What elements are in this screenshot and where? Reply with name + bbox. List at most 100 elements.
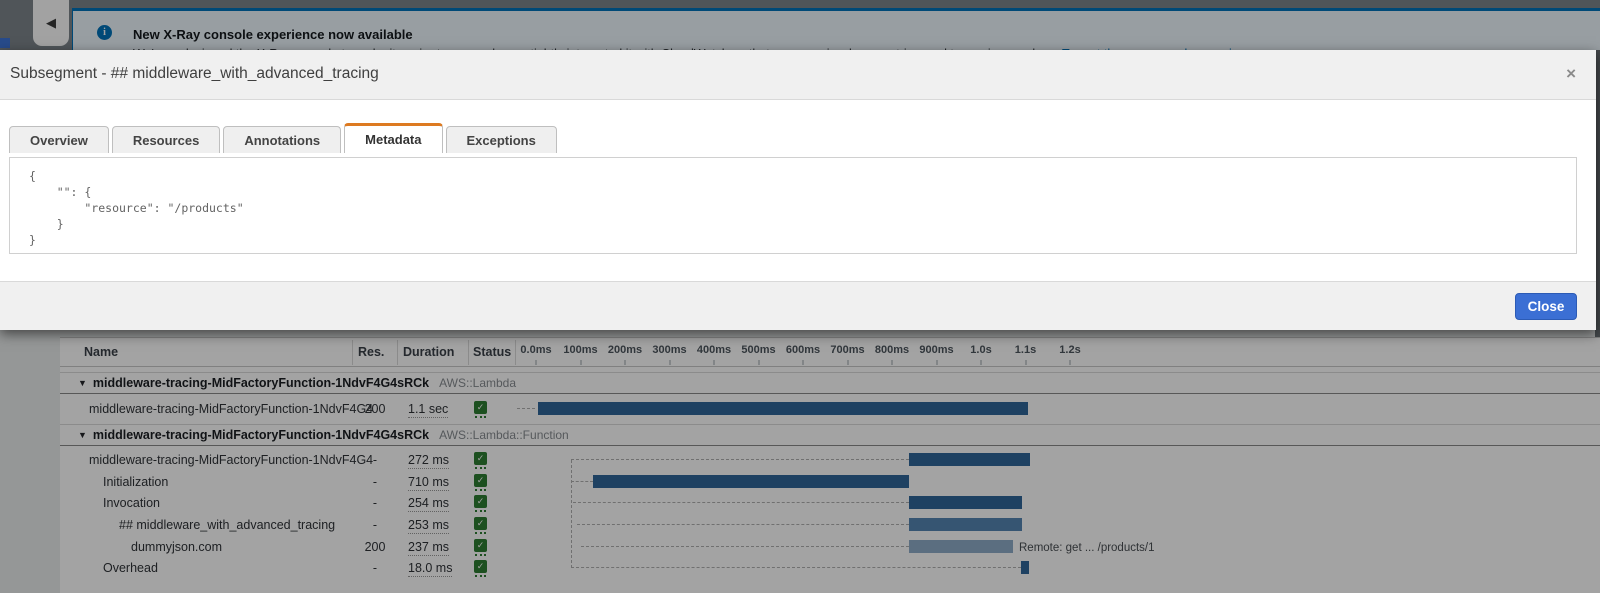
tab-metadata[interactable]: Metadata xyxy=(344,123,443,153)
timeline-lead-dashes xyxy=(517,408,535,409)
banner-title: New X-Ray console experience now availab… xyxy=(133,27,413,42)
row-name: ## middleware_with_advanced_tracing xyxy=(119,518,336,532)
row-res: 200 xyxy=(364,402,386,416)
segment-group-lambda[interactable]: ▼ middleware-tracing-MidFactoryFunction-… xyxy=(60,372,1600,394)
trace-timeline-table: Name Res. Duration Status 0.0ms 100ms 200m… xyxy=(60,337,1600,593)
timeline-bar[interactable] xyxy=(909,518,1022,531)
modal-title: Subsegment - ## middleware_with_advanced… xyxy=(10,65,379,82)
group-service-type: AWS::Lambda::Function xyxy=(439,428,569,442)
row-duration[interactable]: 272 ms xyxy=(408,453,449,469)
column-divider xyxy=(397,340,398,365)
row-duration[interactable]: 18.0 ms xyxy=(408,561,453,577)
chevron-down-icon[interactable]: ▼ xyxy=(78,430,87,440)
status-ok-icon[interactable]: ✓ xyxy=(474,517,487,534)
timeline-tick-mark xyxy=(891,360,893,365)
timeline-tick-label: 800ms xyxy=(874,344,910,356)
trace-row-initialization[interactable]: Initialization - 710 ms ✓ xyxy=(60,471,1600,493)
col-header-status: Status xyxy=(473,345,512,359)
row-res: - xyxy=(372,518,378,532)
new-console-banner: i New X-Ray console experience now avail… xyxy=(72,8,1600,50)
row-res: - xyxy=(372,475,378,489)
row-res: - xyxy=(372,453,378,467)
row-res: - xyxy=(372,496,378,510)
status-ok-icon[interactable]: ✓ xyxy=(474,452,487,469)
timeline-tick-mark xyxy=(669,360,670,365)
row-duration[interactable]: 253 ms xyxy=(408,518,449,534)
status-ok-icon[interactable]: ✓ xyxy=(474,474,487,491)
trace-row-overhead[interactable]: Overhead - 18.0 ms ✓ xyxy=(60,557,1600,579)
trace-row-function-segment[interactable]: middleware-tracing-MidFactoryFunction-1N… xyxy=(60,449,1600,471)
timeline-tick-mark xyxy=(758,360,759,365)
timeline-tick-mark xyxy=(847,360,848,365)
row-name: Invocation xyxy=(103,496,160,510)
timeline-tick-mark xyxy=(535,360,537,365)
page-right-edge xyxy=(1595,50,1600,337)
column-divider xyxy=(468,340,469,365)
metadata-json-view: { "": { "resource": "/products" } } xyxy=(9,157,1577,254)
sidebar-collapse-button[interactable]: ◀ xyxy=(33,0,69,46)
segment-group-lambda-function[interactable]: ▼ middleware-tracing-MidFactoryFunction-… xyxy=(60,424,1600,446)
close-icon[interactable]: × xyxy=(1566,64,1576,83)
tab-overview[interactable]: Overview xyxy=(9,126,109,153)
status-ok-icon[interactable]: ✓ xyxy=(474,401,487,418)
timeline-lead-dashes xyxy=(573,502,909,503)
banner-body: We've redesigned the X-Ray console to ma… xyxy=(133,47,1262,50)
status-ok-icon[interactable]: ✓ xyxy=(474,495,487,512)
timeline-tick-label: 900ms xyxy=(919,344,954,356)
row-name: middleware-tracing-MidFactoryFunction-1N… xyxy=(89,453,374,467)
timeline-bar[interactable] xyxy=(909,540,1013,553)
row-name: middleware-tracing-MidFactoryFunction-1N… xyxy=(89,402,374,416)
banner-try-link[interactable]: Try out the new console experience. xyxy=(1062,47,1262,50)
timeline-tick-label: 500ms xyxy=(741,344,776,356)
timeline-tick-label: 1.0s xyxy=(970,344,992,356)
status-ok-icon[interactable]: ✓ xyxy=(474,539,487,556)
trace-row-invocation[interactable]: Invocation - 254 ms ✓ xyxy=(60,492,1600,514)
timeline-tick-mark xyxy=(580,360,581,365)
timeline-lead-dashes xyxy=(571,567,1021,568)
timeline-bar[interactable] xyxy=(1021,561,1029,574)
chevron-down-icon[interactable]: ▼ xyxy=(78,378,87,388)
timeline-tick-mark xyxy=(1025,360,1026,365)
trace-row-lambda-segment[interactable]: middleware-tracing-MidFactoryFunction-1N… xyxy=(60,398,1600,420)
close-button[interactable]: Close xyxy=(1515,293,1577,320)
trace-row-dummyjson[interactable]: dummyjson.com 200 237 ms ✓ Remote: get .… xyxy=(60,536,1600,558)
table-header-row: Name Res. Duration Status 0.0ms 100ms 200m… xyxy=(60,338,1600,367)
timeline-tick-label: 600ms xyxy=(785,344,821,356)
timeline-bar[interactable] xyxy=(909,496,1022,509)
banner-body-text: We've redesigned the X-Ray console to ma… xyxy=(133,47,1059,50)
timeline-bar[interactable] xyxy=(909,453,1030,466)
timeline-lead-dashes xyxy=(571,481,593,482)
modal-footer: Close xyxy=(0,281,1596,330)
modal-header: Subsegment - ## middleware_with_advanced… xyxy=(0,50,1596,100)
timeline-tick-label: 200ms xyxy=(607,344,643,356)
row-duration[interactable]: 710 ms xyxy=(408,475,449,491)
timeline-bar[interactable] xyxy=(538,402,1028,415)
row-duration[interactable]: 237 ms xyxy=(408,540,449,556)
timeline-tick-label: 300ms xyxy=(652,344,687,356)
tab-exceptions[interactable]: Exceptions xyxy=(445,126,557,153)
row-name: dummyjson.com xyxy=(131,540,222,554)
tab-resources[interactable]: Resources xyxy=(111,126,221,153)
row-duration[interactable]: 1.1 sec xyxy=(408,402,449,418)
col-header-name: Name xyxy=(84,345,119,359)
group-title: middleware-tracing-MidFactoryFunction-1N… xyxy=(92,376,430,390)
timeline-tick-label: 1.2s xyxy=(1059,344,1081,356)
timeline-tick-label: 0.0ms xyxy=(520,344,552,356)
row-name: Initialization xyxy=(103,475,169,489)
col-header-res: Res. xyxy=(358,345,385,359)
timeline-tick-mark xyxy=(713,360,715,365)
row-duration[interactable]: 254 ms xyxy=(408,496,449,512)
focused-element-fragment xyxy=(0,38,10,48)
tab-annotations[interactable]: Annotations xyxy=(223,126,342,153)
info-icon: i xyxy=(97,25,112,40)
timeline-tick-mark xyxy=(624,360,626,365)
col-header-duration: Duration xyxy=(403,345,455,359)
remote-call-annotation: Remote: get ... /products/1 xyxy=(1019,542,1155,554)
group-service-type: AWS::Lambda xyxy=(439,376,517,390)
status-ok-icon[interactable]: ✓ xyxy=(474,560,487,577)
modal-tab-bar: Overview Resources Annotations Metadata … xyxy=(9,123,557,155)
timeline-bar[interactable] xyxy=(593,475,909,488)
timeline-tick-mark xyxy=(936,360,937,365)
trace-row-middleware-subsegment[interactable]: ## middleware_with_advanced_tracing - 25… xyxy=(60,514,1600,536)
